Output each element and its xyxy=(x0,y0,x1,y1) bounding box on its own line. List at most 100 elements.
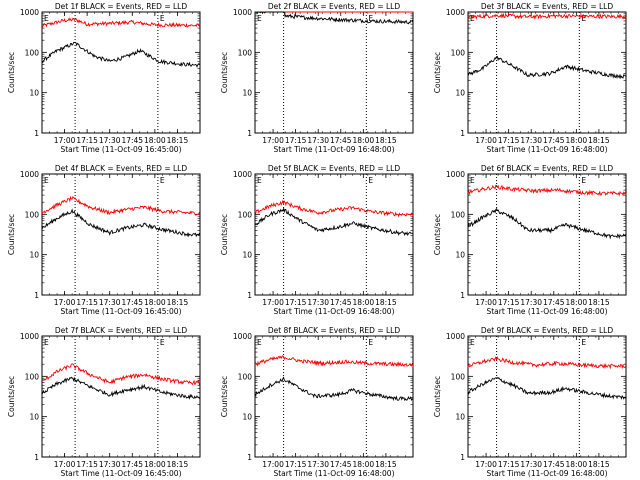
x-tick-label: 17:00 xyxy=(475,298,497,307)
chart-panel-2: Det 2f BLACK = Events, RED = LLD 1 10 100 10… xyxy=(220,2,414,154)
x-tick-label: 18:15 xyxy=(167,136,189,145)
x-tick-label: 17:15 xyxy=(76,298,98,307)
x-tick-label: 17:30 xyxy=(99,136,121,145)
x-tick-label: 18:00 xyxy=(353,136,375,145)
lld-series-line xyxy=(41,195,201,216)
x-tick-label: 17:00 xyxy=(475,136,497,145)
y-tick-label: 10 xyxy=(29,89,39,98)
y-axis-label: Counts/sec xyxy=(433,52,442,93)
chart-title: Det 6f BLACK = Events, RED = LLD xyxy=(481,164,614,173)
plot-frame xyxy=(41,11,201,134)
x-tick-label: 17:15 xyxy=(498,136,520,145)
x-axis-label: Start Time (11-Oct-09 16:45:00) xyxy=(60,145,181,154)
x-tick-label: 17:30 xyxy=(520,136,542,145)
y-axis-label: Counts/sec xyxy=(7,214,16,255)
event-marker-label: E xyxy=(581,14,586,23)
x-axis-label: Start Time (11-Oct-09 16:48:00) xyxy=(273,307,394,316)
corner-marker-label: E xyxy=(44,176,49,185)
chart-title: Det 4f BLACK = Events, RED = LLD xyxy=(55,164,188,173)
corner-marker-label: E xyxy=(470,176,475,185)
y-tick-label: 100 xyxy=(451,372,466,381)
x-tick-label: 17:00 xyxy=(475,460,497,469)
y-tick-label: 100 xyxy=(238,48,253,57)
events-series-line xyxy=(41,376,201,400)
plot-frame xyxy=(467,11,627,134)
events-series-line xyxy=(254,208,413,237)
chart-title: Det 2f BLACK = Events, RED = LLD xyxy=(268,2,401,11)
y-axis-label: Counts/sec xyxy=(433,376,442,417)
x-tick-label: 17:45 xyxy=(543,298,565,307)
x-tick-label: 18:00 xyxy=(566,298,588,307)
x-tick-label: 18:00 xyxy=(353,298,375,307)
chart-title: Det 7f BLACK = Events, RED = LLD xyxy=(55,326,188,335)
x-tick-label: 17:30 xyxy=(307,460,329,469)
x-tick-label: 17:30 xyxy=(520,460,542,469)
x-tick-label: 17:15 xyxy=(498,298,520,307)
plot-frame xyxy=(41,335,201,458)
x-tick-label: 18:00 xyxy=(144,460,166,469)
x-tick-label: 17:45 xyxy=(543,460,565,469)
corner-marker-label: E xyxy=(44,338,49,347)
x-tick-label: 17:15 xyxy=(285,460,307,469)
y-axis-label: Counts/sec xyxy=(220,214,229,255)
x-tick-label: 18:00 xyxy=(144,298,166,307)
event-marker-label: E xyxy=(368,176,373,185)
y-tick-label: 10 xyxy=(29,413,39,422)
y-tick-label: 1 xyxy=(34,453,39,462)
x-tick-label: 17:30 xyxy=(520,298,542,307)
x-tick-label: 18:15 xyxy=(588,136,610,145)
x-tick-label: 17:30 xyxy=(307,298,329,307)
x-tick-label: 18:15 xyxy=(375,136,397,145)
chart-title: Det 1f BLACK = Events, RED = LLD xyxy=(55,2,188,11)
x-tick-label: 17:30 xyxy=(99,298,121,307)
y-axis-label: Counts/sec xyxy=(7,52,16,93)
x-tick-label: 17:00 xyxy=(54,460,76,469)
y-tick-label: 1000 xyxy=(20,8,39,17)
x-tick-label: 17:15 xyxy=(76,136,98,145)
x-tick-label: 17:45 xyxy=(121,298,143,307)
y-tick-label: 1000 xyxy=(446,170,465,179)
x-tick-label: 17:00 xyxy=(262,460,284,469)
y-tick-label: 10 xyxy=(455,251,465,260)
x-tick-label: 18:15 xyxy=(588,298,610,307)
lld-series-line xyxy=(467,356,627,370)
y-tick-label: 1 xyxy=(460,129,465,138)
event-marker-label: E xyxy=(160,176,165,185)
chart-panel-8: Det 8f BLACK = Events, RED = LLD 1 10 100 10… xyxy=(220,326,414,478)
y-tick-label: 1000 xyxy=(20,170,39,179)
y-tick-label: 1 xyxy=(460,291,465,300)
y-tick-label: 100 xyxy=(25,48,40,57)
x-tick-label: 18:15 xyxy=(375,298,397,307)
y-tick-label: 10 xyxy=(242,413,252,422)
y-tick-label: 1000 xyxy=(446,8,465,17)
chart-title: Det 3f BLACK = Events, RED = LLD xyxy=(481,2,614,11)
y-tick-label: 10 xyxy=(242,251,252,260)
x-tick-label: 17:15 xyxy=(498,460,520,469)
x-tick-label: 17:15 xyxy=(285,298,307,307)
x-tick-label: 17:45 xyxy=(121,136,143,145)
x-tick-label: 17:45 xyxy=(330,460,352,469)
y-tick-label: 100 xyxy=(25,210,40,219)
y-tick-label: 1 xyxy=(34,129,39,138)
lld-series-line xyxy=(41,363,201,386)
corner-marker-label: E xyxy=(44,14,49,23)
corner-marker-label: E xyxy=(470,338,475,347)
plot-frame xyxy=(254,173,414,296)
x-tick-label: 18:15 xyxy=(167,298,189,307)
event-marker-label: E xyxy=(160,14,165,23)
x-tick-label: 18:15 xyxy=(375,460,397,469)
x-tick-label: 17:45 xyxy=(543,136,565,145)
x-tick-label: 18:00 xyxy=(566,136,588,145)
y-axis-label: Counts/sec xyxy=(433,214,442,255)
x-tick-label: 17:00 xyxy=(54,298,76,307)
x-axis-label: Start Time (11-Oct-09 16:48:00) xyxy=(273,469,394,478)
x-axis-label: Start Time (11-Oct-09 16:45:00) xyxy=(60,469,181,478)
chart-title: Det 9f BLACK = Events, RED = LLD xyxy=(481,326,614,335)
plot-frame xyxy=(467,173,627,296)
x-tick-label: 17:00 xyxy=(54,136,76,145)
x-tick-label: 17:30 xyxy=(307,136,329,145)
x-tick-label: 18:00 xyxy=(566,460,588,469)
y-tick-label: 100 xyxy=(451,210,466,219)
y-tick-label: 100 xyxy=(451,48,466,57)
